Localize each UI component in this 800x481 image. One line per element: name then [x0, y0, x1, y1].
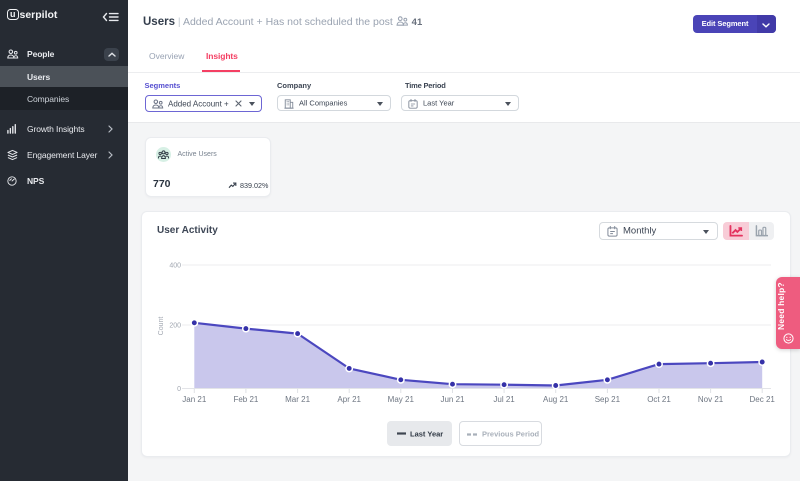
svg-text:Aug 21: Aug 21	[543, 395, 569, 404]
svg-text:Mar 21: Mar 21	[285, 395, 310, 404]
svg-text:Feb 21: Feb 21	[233, 395, 258, 404]
svg-text:Oct 21: Oct 21	[647, 395, 671, 404]
svg-text:Nov 21: Nov 21	[698, 395, 724, 404]
svg-text:400: 400	[169, 263, 181, 270]
svg-text:Apr 21: Apr 21	[337, 395, 361, 404]
svg-text:Jun 21: Jun 21	[440, 395, 465, 404]
svg-text:May 21: May 21	[388, 395, 415, 404]
svg-text:Count: Count	[158, 317, 165, 336]
svg-text:0: 0	[177, 386, 181, 393]
svg-text:200: 200	[169, 323, 181, 330]
svg-text:Sep 21: Sep 21	[595, 395, 621, 404]
svg-text:Dec 21: Dec 21	[750, 395, 776, 404]
svg-text:Jan 21: Jan 21	[182, 395, 207, 404]
svg-text:Jul 21: Jul 21	[493, 395, 515, 404]
